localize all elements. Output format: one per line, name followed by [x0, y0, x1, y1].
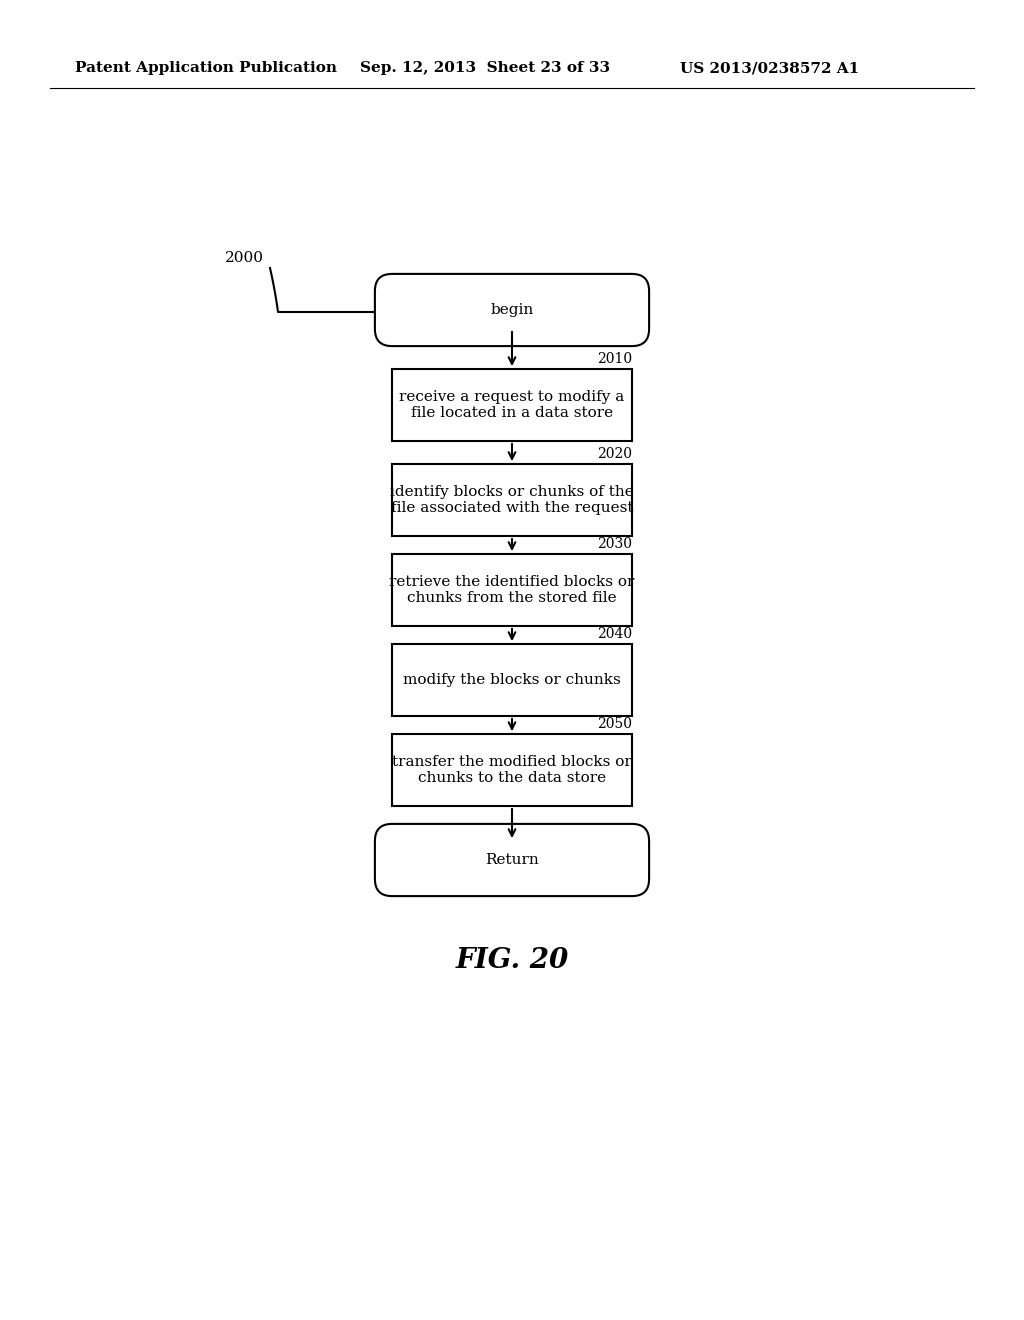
Text: 2050: 2050 — [597, 717, 632, 731]
FancyBboxPatch shape — [375, 275, 649, 346]
Text: 2010: 2010 — [597, 352, 632, 366]
Text: US 2013/0238572 A1: US 2013/0238572 A1 — [680, 61, 859, 75]
Text: 2030: 2030 — [597, 537, 632, 550]
Bar — [392, 554, 632, 626]
Text: identify blocks or chunks of the
file associated with the request: identify blocks or chunks of the file as… — [390, 484, 634, 515]
Bar — [392, 734, 632, 807]
Bar — [392, 644, 632, 715]
Text: FIG. 20: FIG. 20 — [456, 946, 568, 974]
Text: Sep. 12, 2013  Sheet 23 of 33: Sep. 12, 2013 Sheet 23 of 33 — [360, 61, 610, 75]
Text: 2020: 2020 — [597, 447, 632, 461]
Text: receive a request to modify a
file located in a data store: receive a request to modify a file locat… — [399, 389, 625, 420]
Text: retrieve the identified blocks or
chunks from the stored file: retrieve the identified blocks or chunks… — [389, 576, 635, 605]
Text: 2040: 2040 — [597, 627, 632, 642]
Text: Patent Application Publication: Patent Application Publication — [75, 61, 337, 75]
Text: transfer the modified blocks or
chunks to the data store: transfer the modified blocks or chunks t… — [392, 755, 632, 785]
Text: begin: begin — [490, 304, 534, 317]
Text: Return: Return — [485, 853, 539, 867]
Text: 2000: 2000 — [225, 251, 264, 265]
Bar — [392, 465, 632, 536]
Text: modify the blocks or chunks: modify the blocks or chunks — [403, 673, 621, 686]
Bar — [392, 370, 632, 441]
FancyBboxPatch shape — [375, 824, 649, 896]
